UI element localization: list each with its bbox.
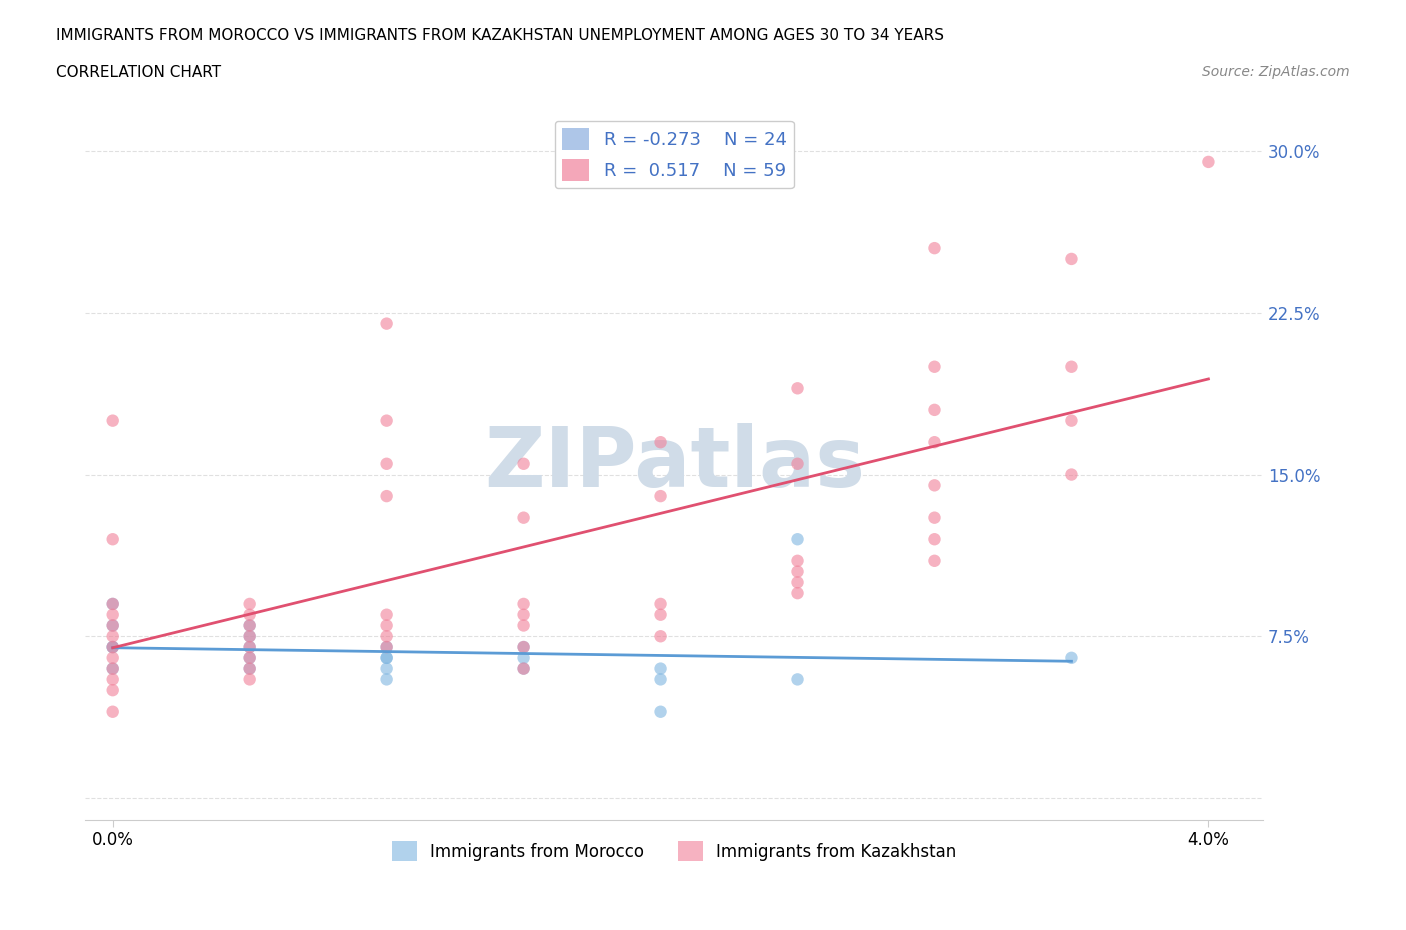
Point xyxy=(101,413,124,428)
Point xyxy=(924,511,946,525)
Point xyxy=(239,650,262,665)
Point xyxy=(650,672,672,687)
Point xyxy=(239,640,262,655)
Point xyxy=(239,650,262,665)
Point xyxy=(375,629,398,644)
Point xyxy=(1060,413,1083,428)
Point xyxy=(101,629,124,644)
Point xyxy=(1197,154,1219,169)
Point xyxy=(239,618,262,633)
Point xyxy=(375,672,398,687)
Point xyxy=(924,434,946,449)
Point xyxy=(512,650,534,665)
Point xyxy=(924,403,946,418)
Point xyxy=(239,607,262,622)
Point xyxy=(101,618,124,633)
Point xyxy=(375,661,398,676)
Point xyxy=(650,488,672,503)
Point xyxy=(786,586,808,601)
Text: ZIPatlas: ZIPatlas xyxy=(484,423,865,504)
Point xyxy=(239,661,262,676)
Text: IMMIGRANTS FROM MOROCCO VS IMMIGRANTS FROM KAZAKHSTAN UNEMPLOYMENT AMONG AGES 30: IMMIGRANTS FROM MOROCCO VS IMMIGRANTS FR… xyxy=(56,28,945,43)
Point xyxy=(101,607,124,622)
Point xyxy=(101,532,124,547)
Text: Source: ZipAtlas.com: Source: ZipAtlas.com xyxy=(1202,65,1350,79)
Point xyxy=(101,596,124,611)
Point xyxy=(1060,251,1083,266)
Point xyxy=(101,640,124,655)
Legend: Immigrants from Morocco, Immigrants from Kazakhstan: Immigrants from Morocco, Immigrants from… xyxy=(385,834,963,868)
Text: CORRELATION CHART: CORRELATION CHART xyxy=(56,65,221,80)
Point xyxy=(239,661,262,676)
Point xyxy=(512,661,534,676)
Point xyxy=(924,359,946,374)
Point xyxy=(375,640,398,655)
Point xyxy=(101,650,124,665)
Point xyxy=(924,478,946,493)
Point xyxy=(375,316,398,331)
Point xyxy=(924,532,946,547)
Point xyxy=(239,618,262,633)
Point xyxy=(375,640,398,655)
Point xyxy=(786,381,808,396)
Point xyxy=(1060,467,1083,482)
Point xyxy=(101,596,124,611)
Point xyxy=(650,661,672,676)
Point xyxy=(650,629,672,644)
Point xyxy=(101,640,124,655)
Point xyxy=(786,575,808,590)
Point xyxy=(239,629,262,644)
Point xyxy=(512,661,534,676)
Point xyxy=(1060,650,1083,665)
Point xyxy=(512,457,534,472)
Point xyxy=(924,553,946,568)
Point xyxy=(239,672,262,687)
Point xyxy=(101,683,124,698)
Point xyxy=(786,553,808,568)
Point xyxy=(786,457,808,472)
Point xyxy=(512,511,534,525)
Point xyxy=(512,596,534,611)
Point xyxy=(375,650,398,665)
Point xyxy=(512,640,534,655)
Point xyxy=(375,457,398,472)
Point xyxy=(239,640,262,655)
Point xyxy=(650,607,672,622)
Point xyxy=(786,672,808,687)
Point xyxy=(101,640,124,655)
Point xyxy=(924,241,946,256)
Point xyxy=(239,629,262,644)
Point xyxy=(375,413,398,428)
Point xyxy=(1060,359,1083,374)
Point xyxy=(101,661,124,676)
Point xyxy=(375,650,398,665)
Point xyxy=(101,704,124,719)
Point xyxy=(101,661,124,676)
Point xyxy=(375,607,398,622)
Point xyxy=(375,618,398,633)
Point xyxy=(375,488,398,503)
Point xyxy=(650,596,672,611)
Point xyxy=(650,704,672,719)
Point xyxy=(512,618,534,633)
Point xyxy=(650,434,672,449)
Point xyxy=(786,565,808,579)
Point xyxy=(512,607,534,622)
Point xyxy=(101,618,124,633)
Point xyxy=(786,532,808,547)
Point xyxy=(512,640,534,655)
Point xyxy=(239,596,262,611)
Point xyxy=(101,672,124,687)
